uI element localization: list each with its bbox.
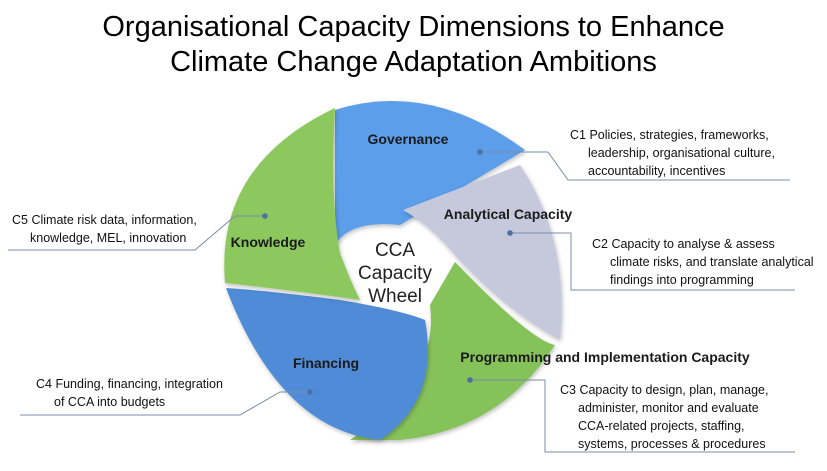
segment-governance: [335, 101, 525, 245]
callout-c2-line-3: findings into programming: [610, 273, 754, 287]
title-line-2: Climate Change Adaptation Ambitions: [170, 46, 657, 78]
callout-c3: C3 Capacity to design, plan, manage, adm…: [560, 381, 768, 453]
connector-c1: [480, 151, 790, 181]
callout-c5-line-2: knowledge, MEL, innovation: [30, 231, 187, 245]
callout-c3-line-4: systems, processes & procedures: [578, 437, 766, 451]
segment-label-knowledge: Knowledge: [231, 234, 306, 250]
callout-c4: C4 Funding, financing, integration of CC…: [36, 375, 223, 411]
callout-c1-line-1: C1 Policies, strategies, frameworks,: [570, 128, 769, 142]
callout-c2-line-2: climate risks, and translate analytical: [610, 255, 814, 269]
callout-c5: C5 Climate risk data, information, knowl…: [12, 211, 197, 247]
segment-label-programming-capacity: Programming and Implementation Capacity: [460, 349, 750, 365]
connector-c5: [8, 215, 265, 251]
title-line-1: Organisational Capacity Dimensions to En…: [102, 11, 725, 43]
segment-knowledge: [224, 108, 360, 300]
connector-c4: [20, 391, 310, 416]
callout-c3-line-2: administer, monitor and evaluate: [578, 401, 759, 415]
connector-dot-c4: [307, 389, 313, 395]
segment-financing: [226, 288, 428, 440]
segment-label-analytical-capacity: Analytical Capacity: [444, 206, 573, 222]
center-label-line-1: CCA: [375, 240, 415, 261]
segment-analytical-capacity: [403, 165, 562, 340]
callout-c1-line-2: leadership, organisational culture,: [588, 146, 775, 160]
connector-c2: [510, 232, 795, 291]
callout-c4-line-2: of CCA into budgets: [54, 395, 166, 409]
diagram-title: Organisational Capacity Dimensions to En…: [0, 10, 827, 80]
connector-dot-c2: [507, 230, 513, 236]
callout-c2-line-1: C2 Capacity to analyse & assess: [592, 237, 775, 251]
connector-dot-c5: [262, 213, 268, 219]
callout-c2: C2 Capacity to analyse & assess climate …: [592, 235, 814, 289]
segment-label-financing: Financing: [293, 355, 359, 371]
callout-c3-line-1: C3 Capacity to design, plan, manage,: [560, 383, 769, 397]
connector-c3: [470, 379, 795, 453]
callout-c5-line-1: C5 Climate risk data, information,: [12, 213, 197, 227]
segment-programming-capacity: [350, 262, 555, 440]
center-label-line-3: Wheel: [368, 286, 422, 307]
callout-c1: C1 Policies, strategies, frameworks, lea…: [570, 126, 775, 180]
callout-c1-line-3: accountability, incentives: [588, 164, 726, 178]
connector-dot-c1: [477, 149, 483, 155]
center-label-line-2: Capacity: [358, 263, 432, 284]
segment-label-governance: Governance: [368, 131, 449, 147]
callout-c4-line-1: C4 Funding, financing, integration: [36, 377, 223, 391]
callout-c3-line-3: CCA-related projects, staffing,: [578, 419, 745, 433]
connector-dot-c3: [467, 377, 473, 383]
